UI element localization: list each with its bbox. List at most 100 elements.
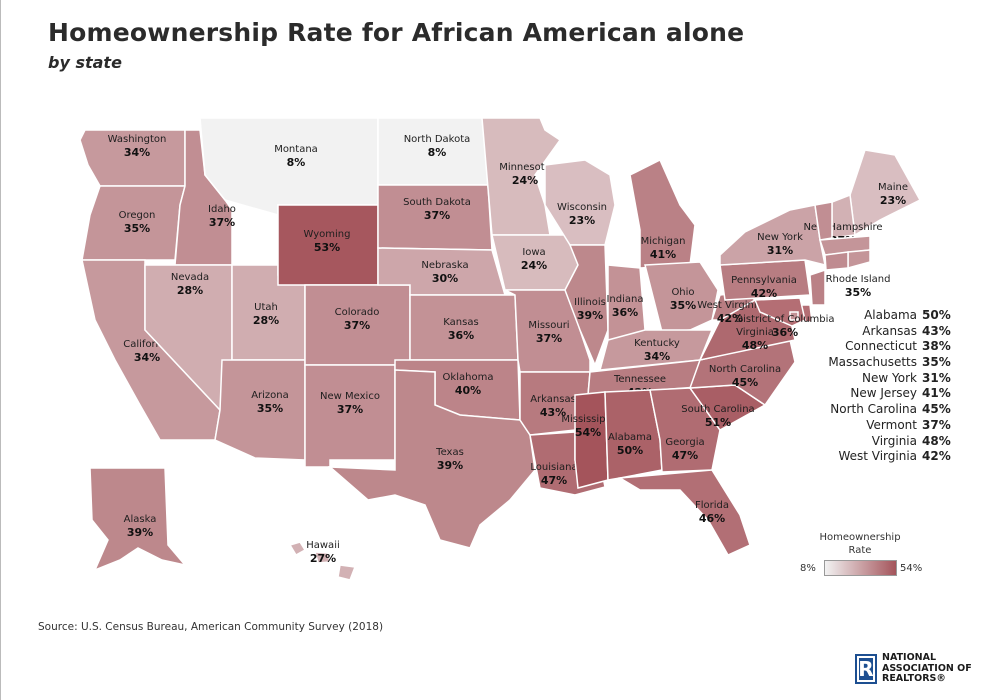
state-value-new-mexico: 37%: [337, 403, 363, 416]
state-value-south-carolina: 51%: [705, 416, 731, 429]
state-name-south-carolina: South Carolina: [681, 404, 754, 415]
state-name-alabama: Alabama: [608, 432, 652, 443]
small-state-value: 48%: [922, 433, 951, 448]
state-shape-illinois: [564, 244, 609, 368]
state-name-new-mexico: New Mexico: [320, 391, 380, 402]
small-state-row: Connecticut 38%: [810, 339, 960, 355]
legend-min-label: 8%: [800, 563, 816, 574]
state-shape-michigan: [629, 158, 696, 269]
frame-edge: [0, 0, 1, 700]
state-value-montana: 8%: [287, 156, 306, 169]
state-value-alaska: 39%: [127, 526, 153, 539]
state-name-illinois: Illinois: [574, 297, 606, 308]
state-name-missouri: Missouri: [528, 320, 569, 331]
legend-max-label: 54%: [900, 563, 923, 574]
legend-title-line2: Rate: [848, 545, 872, 556]
state-name-ohio: Ohio: [671, 287, 694, 298]
state-value-utah: 28%: [253, 314, 279, 327]
state-name-tennessee: Tennessee: [613, 374, 666, 385]
realtor-r-logo-icon: R: [855, 653, 877, 684]
small-state-row: Alabama 50%: [810, 308, 960, 324]
small-state-name: North Carolina: [830, 402, 917, 417]
state-value-louisiana: 47%: [541, 474, 567, 487]
state-name-oregon: Oregon: [119, 210, 156, 221]
state-value-pennsylvania: 42%: [751, 287, 777, 300]
nar-logo: R NATIONAL ASSOCIATION OF REALTORS®: [855, 652, 972, 685]
state-value-wisconsin: 23%: [569, 214, 595, 227]
state-name-alaska: Alaska: [124, 514, 157, 525]
small-state-row: New York 31%: [810, 371, 960, 387]
state-value-michigan: 41%: [650, 248, 676, 261]
state-connecticut: [824, 251, 849, 271]
state-value-arizona: 35%: [257, 402, 283, 415]
state-name-nebraska: Nebraska: [421, 260, 468, 271]
state-value-mississippi: 54%: [575, 426, 601, 439]
state-value-kansas: 36%: [448, 329, 474, 342]
map-title: Homeownership Rate for African American …: [48, 18, 745, 47]
state-name-indiana: Indiana: [606, 294, 643, 305]
state-shape-texas: [327, 369, 536, 549]
state-name-north-dakota: North Dakota: [404, 134, 471, 145]
small-state-name: Alabama: [864, 308, 917, 322]
small-state-name: Arkansas: [862, 323, 917, 338]
state-name-new-york: New York: [757, 232, 803, 243]
small-state-row: Virginia 48%: [810, 434, 960, 450]
state-shape-rhode-island: [847, 249, 871, 269]
state-name-michigan: Michigan: [641, 236, 686, 247]
small-state-name: Vermont: [866, 417, 917, 432]
state-value-west-virginia: 42%: [717, 312, 743, 325]
state-new-jersey: [809, 268, 826, 306]
state-shape-connecticut: [824, 251, 849, 271]
state-name-utah: Utah: [254, 302, 278, 313]
state-shape-mississippi: [574, 391, 609, 489]
state-shape-florida: [617, 469, 751, 556]
legend-gradient-bar: [824, 560, 897, 576]
state-name-minnesota: Minnesota: [499, 162, 551, 173]
state-value-kentucky: 34%: [644, 350, 670, 363]
state-value-north-carolina: 45%: [732, 376, 758, 389]
state-value-new-york: 31%: [767, 244, 793, 257]
state-name-montana: Montana: [274, 144, 318, 155]
state-value-rhode-island: 35%: [845, 286, 871, 299]
state-name-hawaii: Hawaii: [306, 540, 340, 551]
state-value-missouri: 37%: [536, 332, 562, 345]
state-shape-vermont: [814, 201, 833, 241]
state-name-west-virginia: West Virginia: [697, 300, 762, 311]
state-name-oklahoma: Oklahoma: [443, 372, 494, 383]
small-state-value: 45%: [922, 402, 951, 417]
state-name-texas: Texas: [435, 447, 464, 458]
state-value-colorado: 37%: [344, 319, 370, 332]
state-name-iowa: Iowa: [522, 247, 545, 258]
small-state-value: 31%: [922, 370, 951, 385]
state-value-idaho: 37%: [209, 216, 235, 229]
state-shape-wisconsin: [544, 159, 616, 246]
small-states-list: Alabama 50% Arkansas 43% Connecticut 38% Massa…: [810, 308, 960, 465]
state-value-oklahoma: 40%: [455, 384, 481, 397]
state-shape-new-mexico: [304, 364, 396, 468]
state-value-wyoming: 53%: [314, 241, 340, 254]
state-value-nebraska: 30%: [432, 272, 458, 285]
small-state-name: Massachusetts: [828, 355, 917, 370]
state-vermont: [814, 201, 833, 241]
state-shape-district-of-columbia: [789, 311, 799, 321]
state-name-louisiana: Louisiana: [530, 462, 577, 473]
legend-title: Homeownership Rate: [805, 531, 915, 557]
small-state-row: North Carolina 45%: [810, 402, 960, 418]
